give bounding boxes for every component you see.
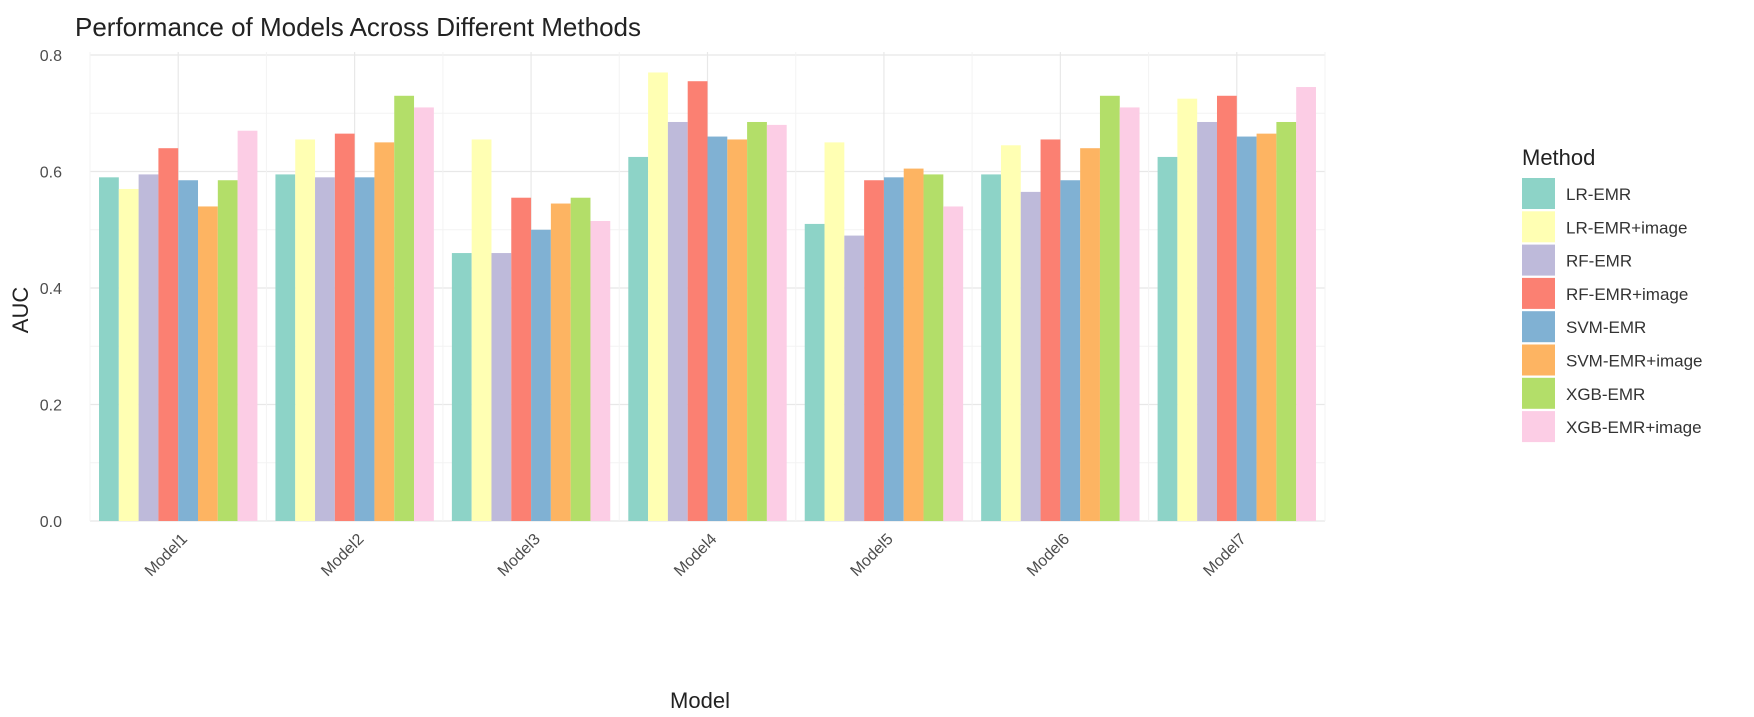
- y-tick-label: 0.2: [40, 398, 62, 415]
- x-axis-ticks: Model1 Model2 Model3 Model4 Model5 Model6 Mode…: [142, 531, 1250, 580]
- bar: [1099, 95, 1120, 522]
- legend-key: [1522, 311, 1555, 343]
- bar: [903, 168, 924, 521]
- bar: [1020, 191, 1041, 521]
- bar: [864, 180, 884, 522]
- bar: [1060, 180, 1081, 522]
- bar: [590, 221, 611, 521]
- legend-label: XGB-EMR: [1566, 385, 1645, 404]
- bar: [315, 177, 335, 521]
- y-tick-label: 0.6: [40, 165, 62, 182]
- bar: [824, 142, 845, 521]
- x-tick-label: Model4: [671, 531, 720, 580]
- bar: [178, 180, 199, 522]
- bar: [883, 177, 904, 521]
- bar: [491, 253, 512, 522]
- x-tick-label: Model7: [1200, 531, 1249, 580]
- legend-key: [1522, 211, 1555, 243]
- bar: [1216, 95, 1237, 522]
- legend-key: [1522, 277, 1555, 309]
- legend-key: [1522, 411, 1555, 443]
- bar: [334, 133, 355, 521]
- bar: [354, 177, 375, 521]
- legend-label: SVM-EMR+image: [1566, 352, 1703, 371]
- bar: [451, 253, 472, 522]
- bar: [1197, 121, 1217, 522]
- bar: [138, 174, 159, 521]
- x-tick-label: Model5: [848, 531, 897, 580]
- bar: [628, 156, 649, 521]
- bar: [295, 139, 316, 521]
- legend-key: [1522, 377, 1555, 409]
- bar: [727, 139, 748, 521]
- bar: [1000, 145, 1021, 521]
- bar: [158, 148, 179, 521]
- bar: [1119, 107, 1140, 522]
- legend-key: [1522, 244, 1555, 276]
- y-tick-label: 0.8: [40, 48, 62, 65]
- bars: [99, 72, 1316, 522]
- bar: [374, 142, 395, 521]
- y-tick-label: 0.0: [40, 514, 62, 531]
- bar: [1296, 87, 1316, 521]
- legend-label: RF-EMR+image: [1566, 285, 1688, 304]
- bar: [394, 95, 415, 522]
- bar: [570, 197, 591, 521]
- legend-label: LR-EMR+image: [1566, 218, 1687, 237]
- bar: [471, 139, 492, 521]
- bar: [687, 81, 708, 522]
- legend-label: RF-EMR: [1566, 252, 1632, 271]
- bar: [1080, 148, 1100, 521]
- bar: [531, 229, 551, 521]
- x-tick-label: Model3: [495, 531, 544, 580]
- bar: [844, 235, 865, 521]
- bar: [1040, 139, 1061, 521]
- bar: [414, 107, 434, 522]
- bar: [99, 177, 119, 521]
- x-tick-label: Model2: [318, 531, 367, 580]
- bar: [747, 121, 767, 522]
- bar: [1236, 136, 1257, 522]
- bar: [1177, 98, 1198, 521]
- bar: [923, 174, 944, 521]
- bar: [667, 121, 688, 522]
- bar: [550, 203, 571, 521]
- bar: [766, 124, 787, 522]
- legend-title: Method: [1522, 145, 1595, 170]
- legend: Method LR-EMR LR-EMR+image RF-EMR RF-EMR+im…: [1522, 145, 1703, 443]
- legend-label: XGB-EMR+image: [1566, 418, 1702, 437]
- y-axis-title: AUC: [8, 287, 33, 334]
- bar: [804, 223, 825, 522]
- bar: [217, 180, 238, 522]
- x-tick-label: Model1: [142, 531, 191, 580]
- bar: [943, 206, 964, 521]
- bar: [707, 136, 728, 522]
- x-axis-title: Model: [670, 688, 730, 713]
- x-tick-label: Model6: [1024, 531, 1073, 580]
- bar: [198, 206, 218, 521]
- legend-label: LR-EMR: [1566, 185, 1631, 204]
- bar: [1157, 156, 1178, 521]
- bar: [981, 174, 1001, 521]
- legend-key: [1522, 178, 1555, 209]
- y-tick-label: 0.4: [40, 281, 62, 298]
- bar: [1256, 133, 1277, 521]
- bar: [511, 197, 532, 521]
- bar: [648, 72, 668, 521]
- legend-key: [1522, 344, 1555, 376]
- y-axis-ticks: 0.0 0.2 0.4 0.6 0.8: [40, 48, 62, 531]
- bar: [275, 174, 296, 521]
- chart-title: Performance of Models Across Different M…: [75, 12, 641, 42]
- bar: [1276, 121, 1297, 522]
- legend-label: SVM-EMR: [1566, 318, 1646, 337]
- bar: [118, 188, 139, 521]
- bar: [237, 130, 258, 521]
